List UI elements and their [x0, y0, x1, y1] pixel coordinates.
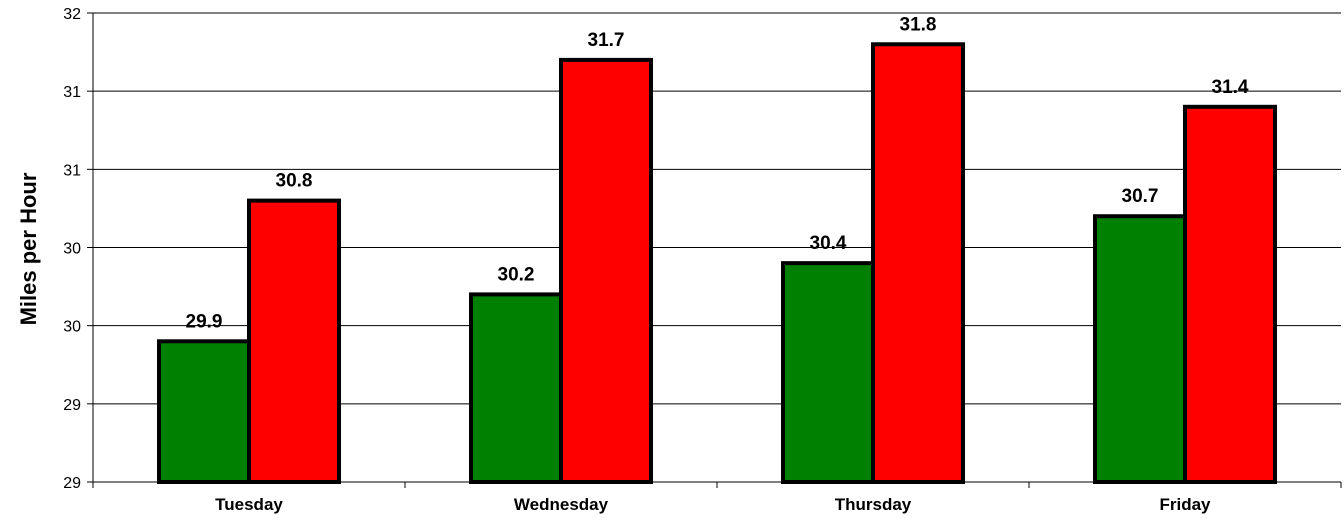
y-tick-label: 31: [63, 162, 81, 179]
x-category-label: Thursday: [835, 495, 912, 514]
data-label: 29.9: [186, 311, 223, 332]
data-label: 30.8: [276, 171, 313, 192]
y-tick-label: 29: [63, 397, 81, 414]
axes: [87, 12, 1342, 488]
data-label: 30.4: [810, 233, 847, 254]
bar: [871, 42, 965, 485]
data-label: 31.4: [1212, 77, 1249, 98]
y-tick-label: 31: [63, 84, 81, 101]
x-category-label: Wednesday: [514, 495, 609, 514]
data-label: 30.2: [498, 264, 535, 285]
bar: [1183, 104, 1277, 485]
bar: [781, 261, 875, 484]
y-tick-label: 30: [63, 319, 81, 336]
labels: 292930303131323229.930.8Tuesday30.231.7W…: [63, 6, 1249, 514]
y-tick-label: 30: [63, 241, 81, 258]
bar: [1093, 214, 1187, 484]
y-axis-title: Miles per Hour: [16, 172, 41, 325]
bar: [247, 198, 341, 484]
bar: [157, 339, 251, 484]
y-tick-label: 32: [63, 6, 81, 23]
data-label: 31.8: [900, 14, 937, 35]
data-label: 30.7: [1122, 186, 1159, 207]
bar: [469, 292, 563, 484]
y-tick-label: 29: [63, 475, 81, 492]
data-label: 31.7: [588, 30, 625, 51]
bar: [559, 57, 653, 485]
x-category-label: Tuesday: [215, 495, 283, 514]
bars: [157, 42, 1277, 485]
x-category-label: Friday: [1159, 495, 1211, 514]
